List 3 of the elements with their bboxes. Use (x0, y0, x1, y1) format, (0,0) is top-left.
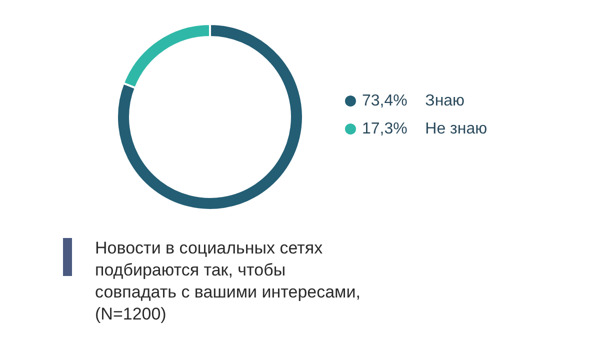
text: Новости в социальных сетях подбираются так, чтобы совпадать с вашими интересами, (N=1200) (95, 238, 366, 324)
legend-label: 73,4% Знаю (362, 92, 465, 110)
legend-label: 17,3% Не знаю (362, 120, 488, 138)
